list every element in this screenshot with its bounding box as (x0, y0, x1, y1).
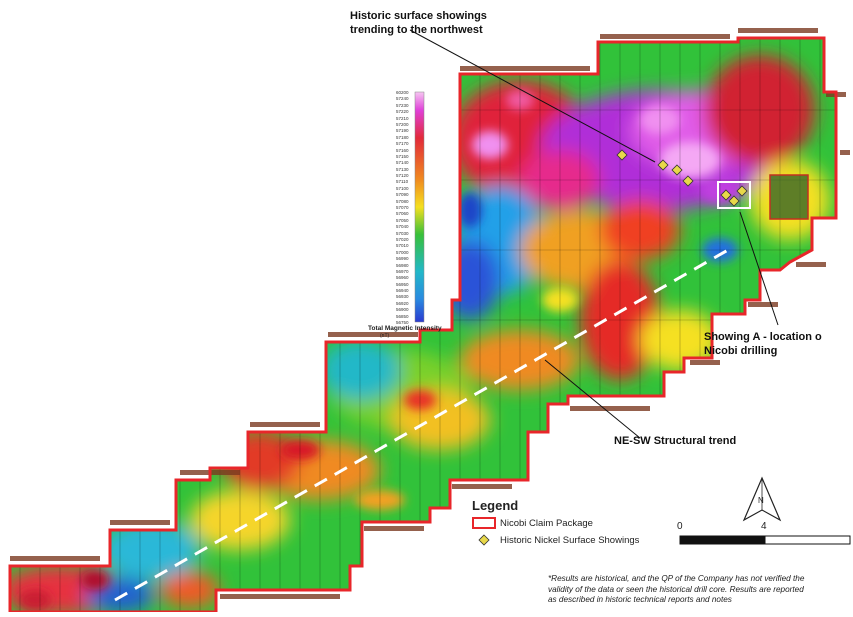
colorbar-tick-label: 56750 (396, 320, 409, 325)
legend-claim-label: Nicobi Claim Package (500, 518, 593, 529)
colorbar-tick-label: 56920 (396, 300, 409, 306)
showing-a-annotation-line2: Nicobi drilling (704, 345, 778, 357)
colorbar-tick-label: 56930 (396, 294, 409, 300)
colorbar-tick-label: 57220 (396, 109, 409, 115)
colorbar-tick-label: 57020 (396, 236, 409, 242)
annotation-leaders (409, 29, 779, 439)
colorbar-tick-label: 57140 (396, 160, 409, 166)
colorbar-tick-label: 57100 (396, 185, 409, 191)
footnote-line2: validity of the data or seen the histori… (548, 584, 804, 594)
footnote: *Results are historical, and the QP of t… (548, 574, 853, 606)
colorbar-tick-label: 57070 (396, 205, 409, 210)
colorbar-tick-label: 57230 (396, 102, 409, 108)
footnote-line1: *Results are historical, and the QP of t… (548, 574, 805, 583)
legend-symbols (472, 517, 496, 546)
scale-label-0: 0 (677, 521, 683, 532)
structural-trend-line (114, 248, 729, 602)
nickel-showing-markers (616, 149, 748, 207)
colorbar-tick-label: 57000 (396, 249, 409, 255)
colorbar-tick-label: 57150 (396, 153, 409, 159)
showing-a-annotation-line1: Showing A - location o (704, 331, 822, 343)
colorbar-unit: (nT) (380, 333, 390, 339)
colorbar-tick-label: 57110 (396, 179, 409, 185)
colorbar-tick-label: 56900 (396, 307, 409, 313)
colorbar-tick-label: 60200 (396, 90, 409, 95)
colorbar-tick-label: 56960 (396, 275, 409, 281)
northwest-annotation-line1: Historic surface showings (350, 10, 487, 22)
colorbar-tick-label: 56990 (396, 256, 409, 262)
colorbar-tick-label: 57210 (396, 115, 409, 121)
colorbar-tick-label: 57050 (396, 217, 409, 223)
colorbar-tick-label: 56940 (396, 288, 409, 294)
footnote-line3: as described in historic technical repor… (548, 595, 732, 604)
scale-bar (679, 535, 851, 545)
colorbar-tick-label: 57010 (396, 243, 409, 249)
colorbar-tick-label: 57130 (396, 166, 409, 172)
north-label: N (758, 496, 764, 505)
colorbar (414, 91, 425, 323)
colorbar-tick-label: 57060 (396, 211, 409, 217)
northwest-annotation-line2: trending to the northwest (350, 24, 483, 36)
colorbar-tick-label: 56970 (396, 268, 409, 274)
legend-showings-label: Historic Nickel Surface Showings (500, 535, 640, 546)
colorbar-tick-label: 57090 (396, 192, 409, 198)
legend-title: Legend (472, 498, 519, 513)
structural-trend-annotation: NE-SW Structural trend (614, 435, 737, 447)
scale-label-2: 4 (761, 521, 767, 532)
colorbar-tick-label: 57030 (396, 230, 409, 236)
colorbar-tick-label: 57120 (396, 173, 409, 179)
colorbar-tick-label: 57180 (396, 134, 409, 140)
colorbar-tick-label: 57200 (396, 121, 409, 127)
colorbar-tick-label: 57240 (396, 96, 409, 102)
claim-inset-block (769, 174, 809, 220)
colorbar-tick-label: 57160 (396, 147, 409, 153)
colorbar-tick-label: 57190 (396, 128, 409, 134)
colorbar-tick-label: 57170 (396, 141, 409, 147)
colorbar-tick-label: 56850 (396, 313, 409, 319)
colorbar-tick-label: 57080 (396, 198, 409, 204)
colorbar-tick-label: 56950 (396, 281, 409, 287)
colorbar-tick-label: 56980 (396, 262, 409, 268)
colorbar-title: Total Magnetic Intensity (368, 325, 442, 332)
north-arrow-icon (742, 476, 782, 522)
colorbar-tick-label: 57040 (396, 224, 409, 230)
showing-a-box (717, 181, 751, 209)
